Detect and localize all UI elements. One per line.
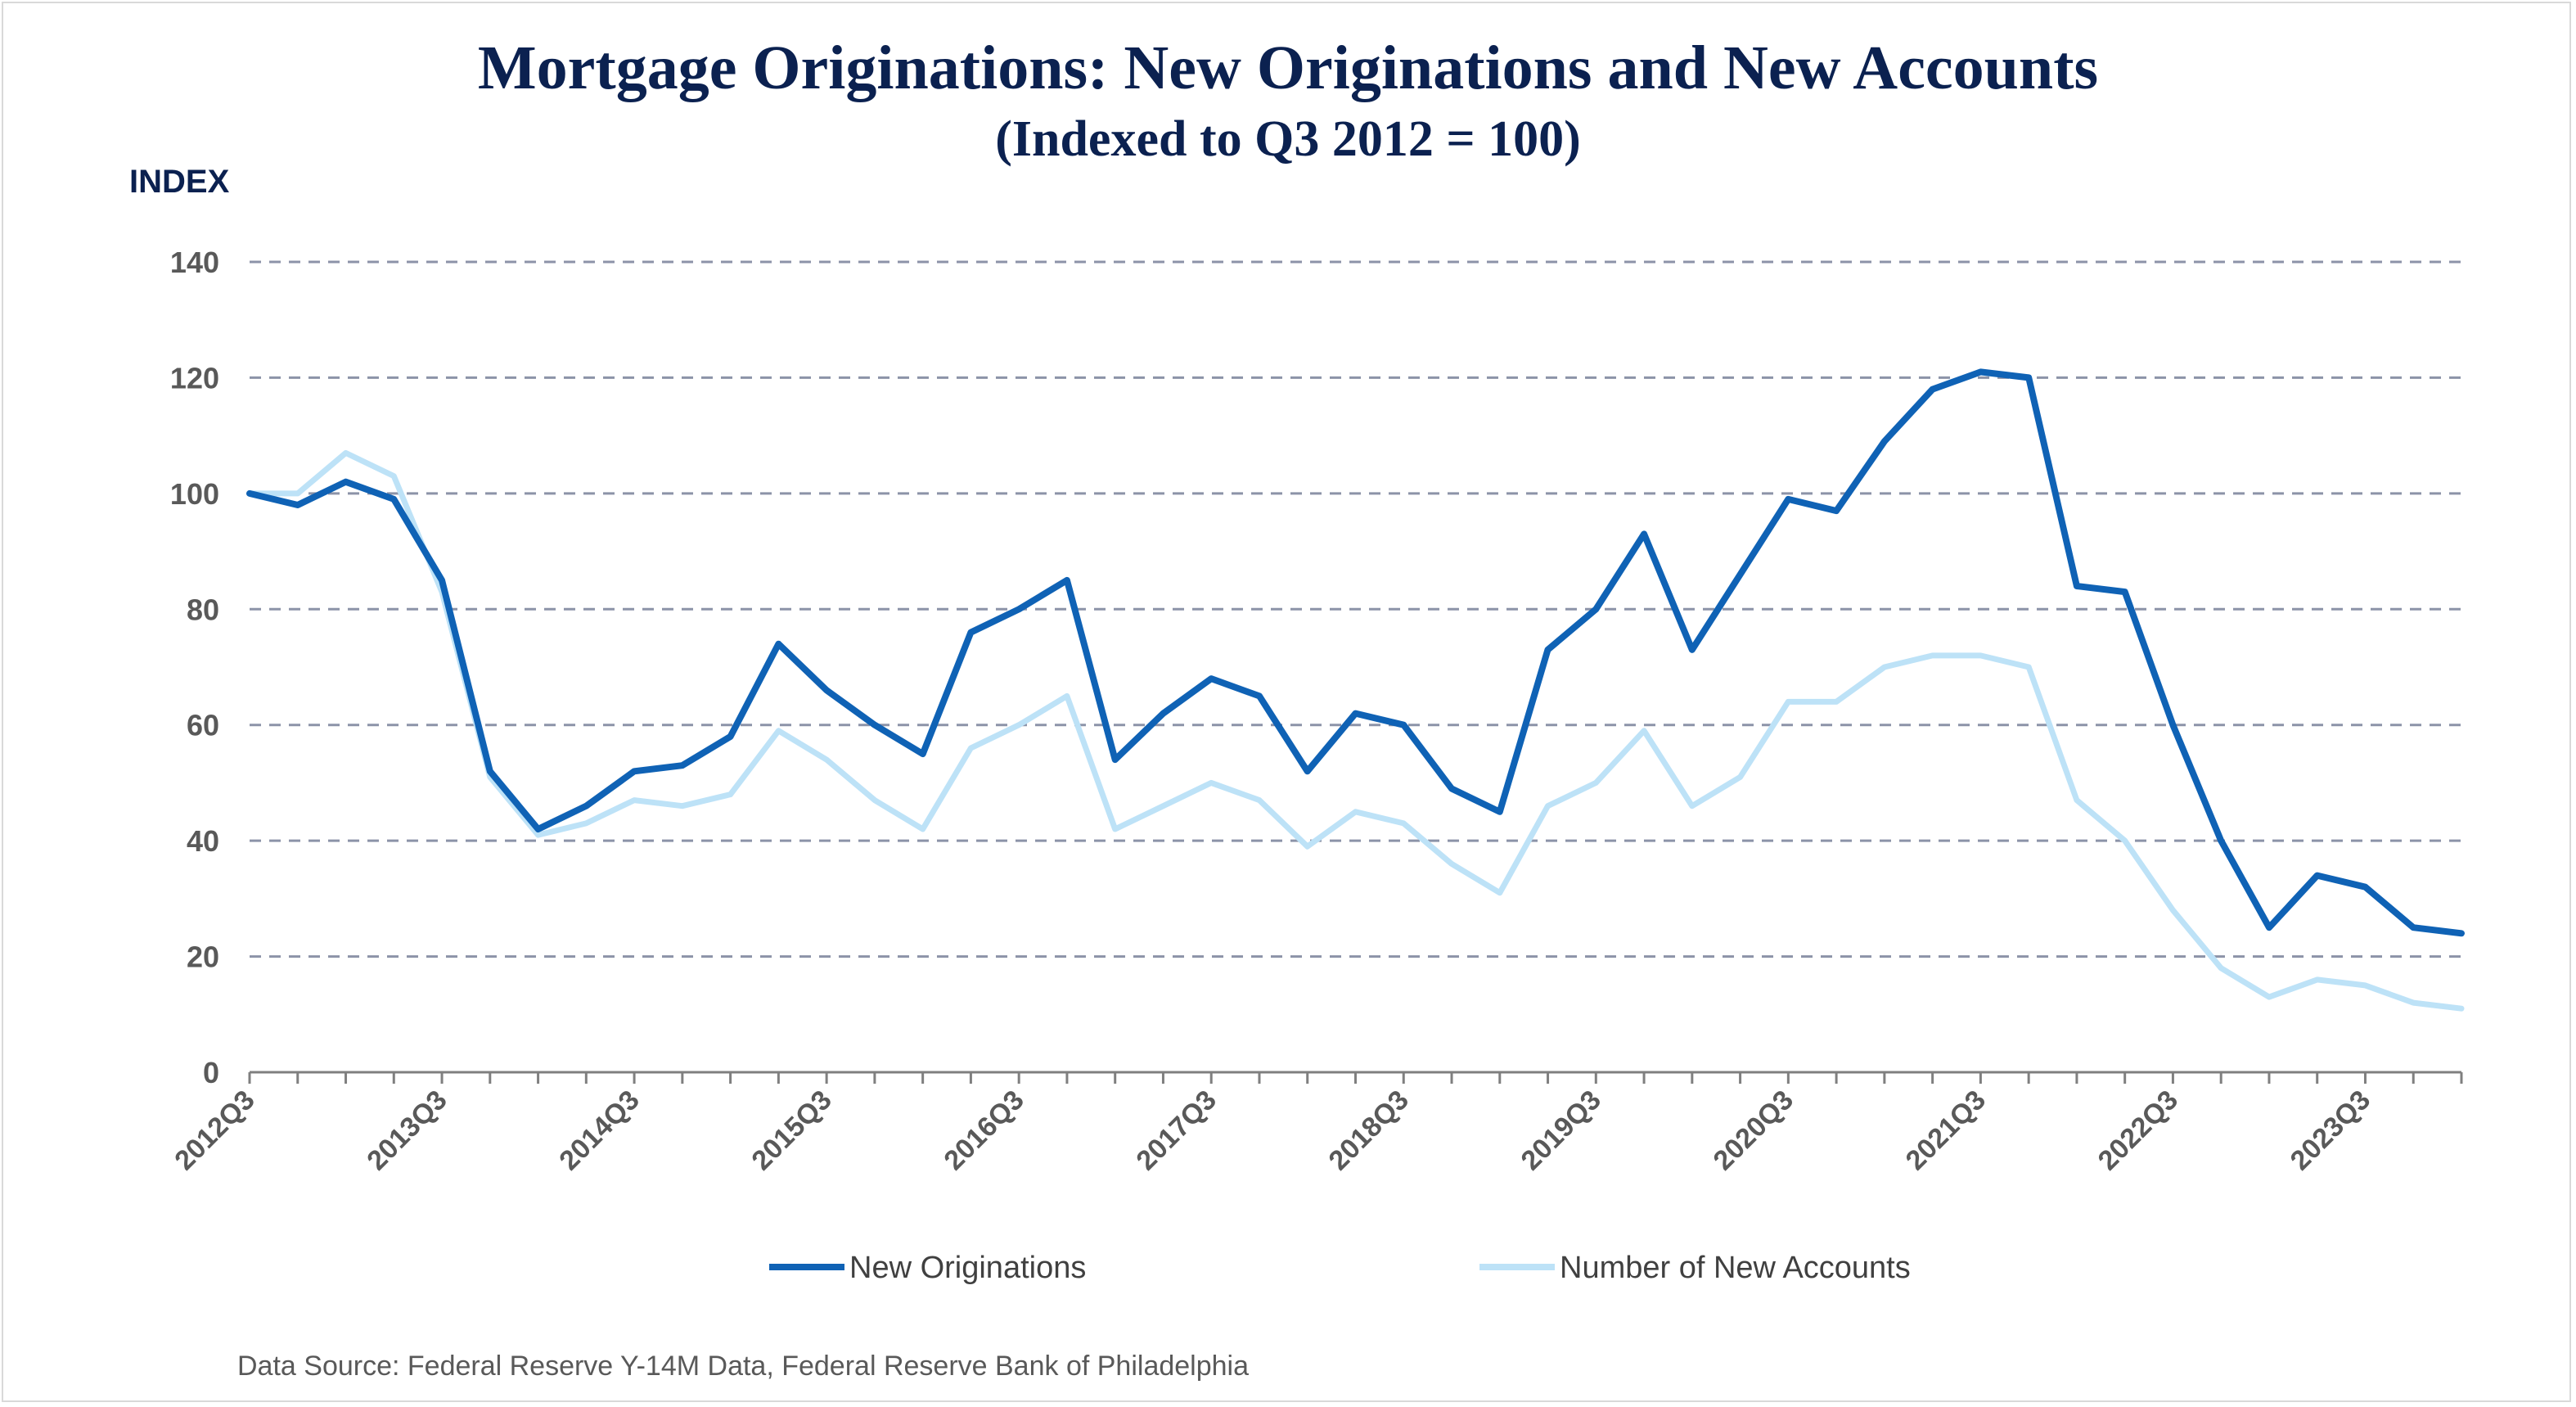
axes: 0 20 40 60 80 100 120 140 2012Q3 2013Q3 2014Q3 2015… xyxy=(169,246,2463,1176)
legend-item: Number of New Accounts xyxy=(1479,1251,1911,1285)
y-tick-label: 100 xyxy=(170,477,219,511)
y-axis-label: INDEX xyxy=(129,164,230,200)
legend: New Originations Number of New Accounts xyxy=(769,1251,1911,1285)
series-lines xyxy=(246,368,2465,1012)
y-tick-label: 0 xyxy=(203,1056,219,1089)
x-tick-label: 2012Q3 xyxy=(169,1085,260,1176)
x-tick-label: 2021Q3 xyxy=(1900,1085,1992,1176)
gridlines xyxy=(250,260,2461,958)
y-tick-label: 120 xyxy=(170,361,219,395)
series-line-new-originations xyxy=(246,368,2465,937)
data-source-note: Data Source: Federal Reserve Y-14M Data,… xyxy=(237,1351,1250,1382)
x-tick-label: 2019Q3 xyxy=(1515,1085,1607,1176)
y-tick-label: 80 xyxy=(187,593,219,626)
x-tick-label: 2020Q3 xyxy=(1708,1085,1799,1176)
x-tick-label: 2022Q3 xyxy=(2092,1085,2184,1176)
x-tick-label: 2017Q3 xyxy=(1130,1085,1222,1176)
x-tick-label: 2018Q3 xyxy=(1322,1085,1414,1176)
chart-subtitle: (Indexed to Q3 2012 = 100) xyxy=(995,111,1581,167)
x-tick-label: 2014Q3 xyxy=(553,1085,645,1176)
x-tick-label: 2023Q3 xyxy=(2285,1085,2376,1176)
x-tick-label: 2016Q3 xyxy=(938,1085,1029,1176)
x-tick-label: 2013Q3 xyxy=(361,1085,453,1176)
series-line-new-accounts xyxy=(246,449,2465,1012)
legend-label: New Originations xyxy=(849,1251,1086,1285)
y-tick-label: 40 xyxy=(187,824,219,858)
legend-item: New Originations xyxy=(769,1251,1086,1285)
chart-title: Mortgage Originations: New Originations … xyxy=(477,34,2099,102)
x-tick-label: 2015Q3 xyxy=(745,1085,837,1176)
legend-label: Number of New Accounts xyxy=(1560,1251,1911,1285)
y-tick-label: 60 xyxy=(187,709,219,742)
y-tick-label: 140 xyxy=(170,246,219,279)
y-tick-label: 20 xyxy=(187,940,219,974)
